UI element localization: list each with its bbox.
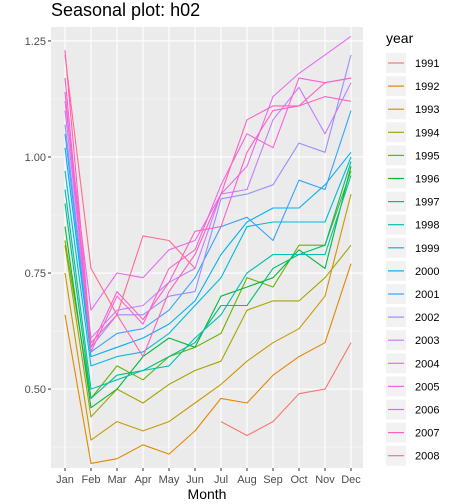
x-tick-label: Nov (315, 474, 335, 486)
legend-label: 1991 (415, 58, 439, 70)
x-axis-title: Month (188, 486, 227, 502)
series-line-1993 (64, 193, 352, 441)
series-line-2008 (64, 54, 196, 316)
legend-item-2002: 2002 (386, 307, 439, 328)
legend-label: 1996 (415, 174, 439, 186)
series-line-2000 (64, 147, 352, 358)
x-tick-label: Aug (237, 474, 257, 486)
legend-item-1992: 1992 (386, 76, 439, 97)
legend-label: 2005 (415, 381, 439, 393)
legend-item-1991: 1991 (386, 53, 439, 73)
x-tick-label: Jun (186, 474, 204, 486)
legend-item-2000: 2000 (386, 260, 439, 281)
series-line-1994 (64, 244, 352, 418)
legend-label: 1995 (415, 150, 439, 162)
series-line-2005 (64, 77, 352, 353)
legend-label: 2006 (415, 405, 439, 417)
legend-label: 2004 (415, 358, 439, 370)
series-line-1999 (64, 156, 352, 367)
legend-label: 1994 (415, 127, 439, 139)
legend-items: 1991 1992 1993 1994 1995 1996 1997 1998 1999 2000… (386, 53, 439, 466)
legend-item-1996: 1996 (386, 168, 439, 189)
x-tick-label: Oct (290, 474, 307, 486)
legend-item-2001: 2001 (386, 284, 439, 304)
legend-label: 1997 (415, 197, 439, 209)
series-line-1992 (64, 263, 352, 464)
legend-item-1999: 1999 (386, 237, 439, 258)
y-axis: 0.50 0.75 1.00 1.25 (25, 36, 51, 396)
series-line-1995 (64, 170, 352, 399)
y-tick-label: 1.00 (25, 152, 46, 164)
x-tick-label: Feb (82, 474, 101, 486)
legend-label: 1993 (415, 104, 439, 116)
series-line-2007 (64, 50, 352, 358)
legend-item-1995: 1995 (386, 145, 439, 166)
x-tick-label: Sep (263, 474, 283, 486)
legend-item-2006: 2006 (386, 399, 439, 420)
x-tick-label: Mar (108, 474, 127, 486)
series-line-2003 (64, 82, 352, 339)
x-tick-label: Apr (134, 474, 151, 486)
series-lines (64, 35, 352, 464)
legend-label: 2007 (415, 428, 439, 440)
x-axis: Jan Feb Mar Apr May Jun Jul Aug Sep Oct Nov Dec (56, 468, 361, 486)
series-line-2006 (64, 78, 352, 348)
legend: year 19911992199319941995199619971998199… (386, 30, 439, 466)
series-line-1998 (64, 175, 352, 390)
legend-label: 2000 (415, 266, 439, 278)
series-line-1991 (220, 342, 352, 437)
x-tick-label: Dec (341, 474, 361, 486)
legend-label: 2002 (415, 312, 439, 324)
legend-title: year (386, 30, 414, 46)
legend-label: 1992 (415, 81, 439, 93)
legend-item-1994: 1994 (386, 122, 439, 143)
y-tick-label: 1.25 (25, 36, 46, 48)
legend-item-1997: 1997 (386, 191, 439, 212)
y-tick-label: 0.50 (25, 384, 46, 396)
chart-title: Seasonal plot: h02 (51, 0, 200, 20)
legend-label: 2003 (415, 335, 439, 347)
legend-label: 2001 (415, 289, 439, 301)
legend-item-2004: 2004 (386, 353, 439, 374)
y-tick-label: 0.75 (25, 268, 46, 280)
legend-label: 1998 (415, 220, 439, 232)
legend-label: 1999 (415, 243, 439, 255)
x-tick-label: Jan (56, 474, 74, 486)
legend-item-1998: 1998 (386, 214, 439, 235)
x-tick-label: Jul (214, 474, 228, 486)
x-tick-label: May (159, 474, 180, 486)
series-line-2001 (64, 110, 352, 353)
legend-item-2008: 2008 (386, 445, 439, 466)
legend-item-2005: 2005 (386, 376, 439, 397)
legend-label: 2008 (415, 451, 439, 463)
series-line-1997 (64, 161, 352, 399)
legend-item-2003: 2003 (386, 330, 439, 351)
grid-minor (51, 98, 363, 448)
legend-item-2007: 2007 (386, 422, 439, 443)
legend-item-1993: 1993 (386, 99, 439, 120)
